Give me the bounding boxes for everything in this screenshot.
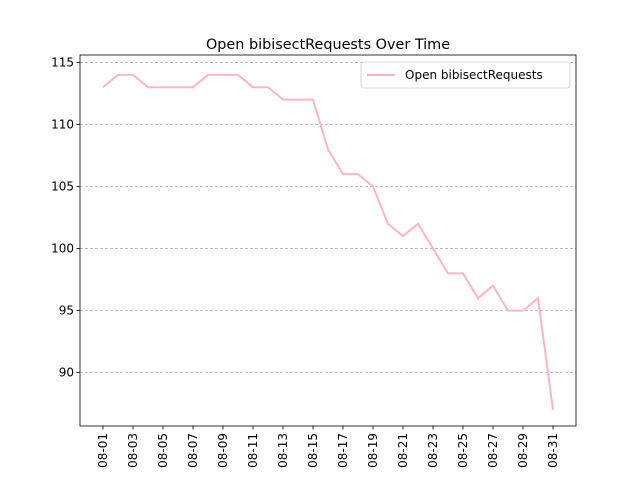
x-tick-label: 08-31 xyxy=(546,433,560,468)
x-tick-label: 08-25 xyxy=(456,433,470,468)
y-tick-label: 115 xyxy=(51,55,74,69)
x-tick-label: 08-29 xyxy=(516,433,530,468)
x-tick-label: 08-23 xyxy=(426,433,440,468)
y-tick-label: 105 xyxy=(51,180,74,194)
x-tick-label: 08-11 xyxy=(246,433,260,468)
x-tick-label: 08-07 xyxy=(186,433,200,468)
plot-frame xyxy=(79,54,577,427)
x-tick-label: 08-15 xyxy=(306,433,320,468)
legend-box xyxy=(360,61,571,89)
x-tick-label: 08-19 xyxy=(366,433,380,468)
x-tick-label: 08-17 xyxy=(336,433,350,468)
chart-title: Open bibisectRequests Over Time xyxy=(206,37,450,53)
x-tick-label: 08-21 xyxy=(396,433,410,468)
data-line xyxy=(102,73,554,411)
y-tick-label: 95 xyxy=(59,304,74,318)
legend-label: Open bibisectRequests xyxy=(405,68,543,82)
x-tick-label: 08-05 xyxy=(156,433,170,468)
y-tick-label: 90 xyxy=(59,366,74,380)
y-tick-label: 110 xyxy=(51,117,74,131)
y-tick-label: 100 xyxy=(51,242,74,256)
x-tick-label: 08-01 xyxy=(96,433,110,468)
x-tick-label: 08-27 xyxy=(486,433,500,468)
x-tick-label: 08-09 xyxy=(216,433,230,468)
x-tick-label: 08-03 xyxy=(126,433,140,468)
x-tick-label: 08-13 xyxy=(276,433,290,468)
